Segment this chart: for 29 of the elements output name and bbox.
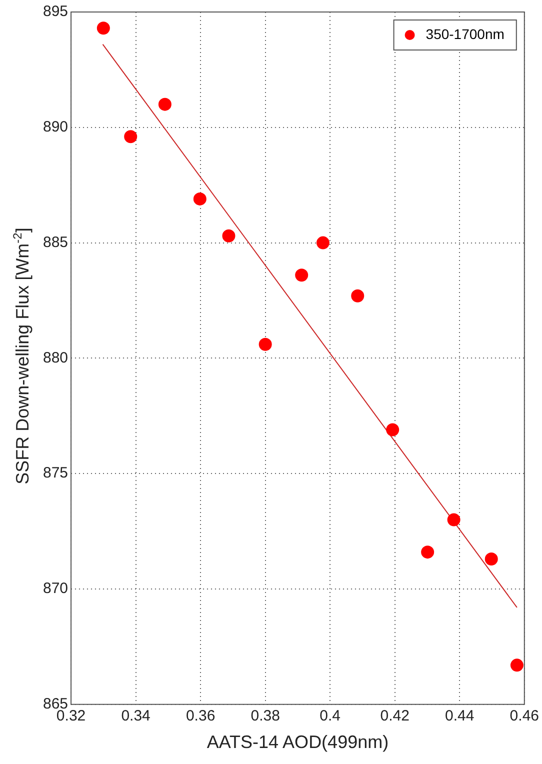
point (124, 130, 138, 144)
y-tick-label: 880 (42, 349, 68, 366)
point (510, 658, 524, 672)
point (316, 236, 330, 250)
legend-label: 350-1700nm (426, 26, 504, 42)
x-axis-title: AATS-14 AOD(499nm) (206, 732, 389, 752)
point (484, 552, 498, 566)
x-tick-label: 0.44 (445, 708, 474, 725)
point (447, 513, 460, 526)
point (386, 423, 400, 436)
point (158, 98, 172, 111)
point (193, 192, 206, 206)
y-tick-label: 875 (42, 464, 68, 482)
x-tick-label: 0.4 (320, 708, 341, 725)
x-tick-label: 0.34 (121, 708, 150, 725)
y-tick-label: 870 (42, 580, 68, 598)
x-tick-label: 0.38 (250, 708, 280, 725)
point (295, 268, 308, 282)
point (222, 229, 236, 242)
y-tick-label: 890 (42, 118, 68, 136)
point (421, 546, 434, 559)
point (96, 22, 110, 35)
y-tick-label: 885 (42, 234, 68, 251)
x-tick-label: 0.42 (380, 708, 410, 725)
point (351, 289, 364, 302)
x-tick-label: 0.46 (510, 708, 540, 725)
x-tick-label: 0.36 (186, 708, 216, 725)
point (258, 338, 272, 351)
y-tick-label: 895 (42, 3, 68, 20)
